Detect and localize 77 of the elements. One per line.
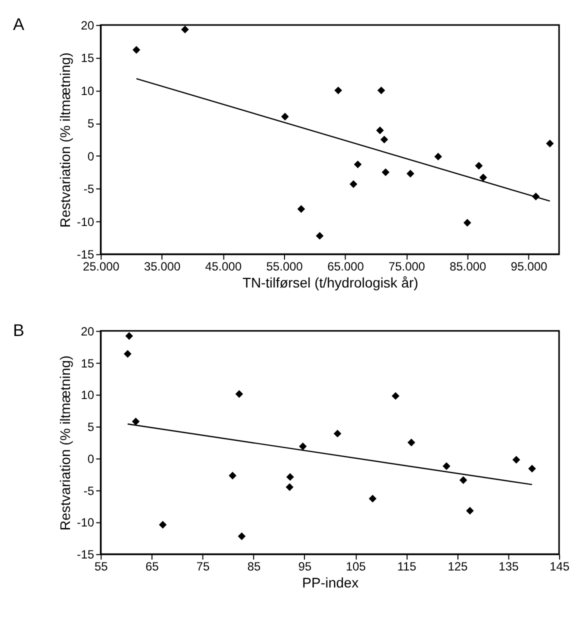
x-tick-label: 85.000 xyxy=(450,260,486,274)
point xyxy=(382,168,390,176)
point xyxy=(286,483,294,492)
x-tick-label: 95 xyxy=(298,560,312,574)
x-tick-label: 95.000 xyxy=(510,260,548,274)
y-tick-label: 15 xyxy=(80,51,95,66)
point xyxy=(286,473,294,481)
point xyxy=(479,174,488,182)
y-tick-label: 20 xyxy=(80,324,95,338)
point xyxy=(228,472,236,480)
point xyxy=(350,180,358,188)
x-tick-label: 135 xyxy=(498,560,519,574)
point xyxy=(334,430,342,438)
x-tick-label: 55 xyxy=(94,560,108,574)
point xyxy=(132,46,140,54)
y-axis-title: Restvariation (% iltmætning) xyxy=(56,52,73,228)
y-tick-label: -5 xyxy=(84,182,95,196)
point xyxy=(235,390,244,398)
x-tick-label: 65 xyxy=(145,560,160,574)
y-tick-label: 10 xyxy=(80,84,95,98)
point xyxy=(380,136,388,144)
y-tick-label: 20 xyxy=(80,18,95,32)
point xyxy=(434,152,442,160)
y-tick-label: 5 xyxy=(88,116,95,131)
point xyxy=(392,392,400,400)
point xyxy=(299,442,307,450)
point xyxy=(459,476,468,484)
y-tick-label: 5 xyxy=(88,420,95,434)
point xyxy=(442,462,450,470)
point xyxy=(466,506,474,515)
point xyxy=(316,232,324,240)
x-tick-label: 125 xyxy=(448,560,468,574)
x-tick-label: 145 xyxy=(550,560,570,574)
point xyxy=(281,112,289,120)
y-tick-label: 10 xyxy=(80,388,95,402)
point xyxy=(181,26,189,34)
point xyxy=(132,418,140,426)
point xyxy=(463,218,472,227)
point xyxy=(158,520,167,529)
point xyxy=(368,494,377,502)
x-axis-title: PP-index xyxy=(302,574,359,590)
y-tick-label: -5 xyxy=(84,484,95,498)
x-tick-label: 65.000 xyxy=(327,260,364,274)
point xyxy=(377,86,386,94)
point xyxy=(546,140,554,148)
point xyxy=(297,205,306,213)
y-axis-title: Restvariation (% iltmætning) xyxy=(56,355,73,531)
point xyxy=(512,456,520,464)
x-tick-label: 25.000 xyxy=(82,260,120,274)
x-tick-label: 75 xyxy=(196,560,210,574)
x-tick-label: 55.000 xyxy=(266,260,304,274)
y-tick-label: -15 xyxy=(76,248,95,262)
x-tick-label: 105 xyxy=(346,560,366,574)
point xyxy=(334,86,342,94)
text: A xyxy=(12,14,25,34)
y-tick-label: -10 xyxy=(76,516,95,530)
x-axis-title: TN-tilførsel (t/hydrologisk år) xyxy=(242,274,418,291)
y-tick-label: 15 xyxy=(80,356,95,370)
x-tick-label: 35.000 xyxy=(144,260,181,274)
x-tick-label: 75.000 xyxy=(388,260,426,274)
point xyxy=(528,464,536,473)
point xyxy=(125,332,134,340)
point xyxy=(376,126,384,134)
x-tick-label: 85 xyxy=(247,560,261,574)
x-tick-label: 45.000 xyxy=(205,260,242,274)
point xyxy=(406,170,414,178)
y-tick-label: -15 xyxy=(76,548,95,562)
point xyxy=(238,532,246,540)
y-tick-label: -10 xyxy=(76,214,95,229)
x-tick-label: 115 xyxy=(397,560,417,574)
y-tick-label: 0 xyxy=(88,149,95,164)
point xyxy=(124,350,132,358)
point xyxy=(407,438,416,446)
point xyxy=(354,160,362,168)
y-tick-label: 0 xyxy=(88,452,95,466)
point xyxy=(475,162,483,170)
text: B xyxy=(12,320,24,340)
